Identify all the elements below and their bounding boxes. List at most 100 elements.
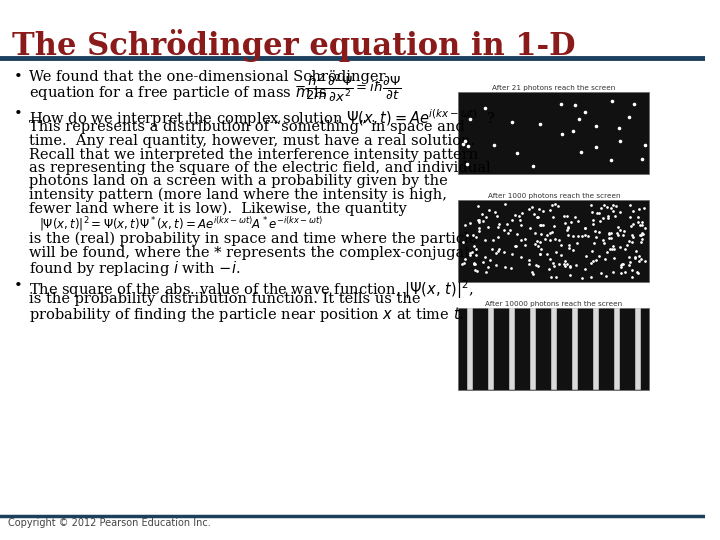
Point — [556, 100, 567, 109]
Point — [548, 222, 559, 231]
Point — [526, 202, 538, 211]
Point — [469, 260, 481, 268]
Point — [529, 229, 541, 238]
Point — [636, 221, 647, 230]
Point — [464, 251, 475, 260]
Point — [636, 154, 648, 163]
Point — [639, 141, 651, 150]
Text: fewer land where it is low).  Likewise, the quantity: fewer land where it is low). Likewise, t… — [30, 201, 407, 216]
Point — [585, 273, 597, 281]
Point — [595, 216, 606, 225]
Point — [459, 255, 471, 264]
Point — [615, 226, 626, 234]
Point — [590, 122, 602, 130]
Point — [489, 207, 500, 216]
Point — [621, 240, 632, 249]
Text: We found that the one-dimensional Schrödinger: We found that the one-dimensional Schröd… — [30, 70, 386, 84]
Point — [546, 201, 557, 210]
Point — [480, 235, 491, 244]
Point — [534, 119, 546, 128]
Point — [467, 230, 479, 239]
Point — [587, 247, 598, 255]
Point — [585, 200, 597, 209]
Point — [572, 232, 583, 240]
Point — [554, 236, 565, 245]
Point — [619, 267, 631, 276]
Point — [469, 242, 480, 251]
Point — [590, 227, 601, 235]
Point — [617, 260, 629, 269]
Point — [627, 207, 639, 215]
Point — [544, 254, 555, 263]
Point — [576, 273, 588, 282]
Point — [626, 266, 638, 274]
Point — [468, 259, 480, 268]
Point — [619, 245, 631, 253]
Point — [605, 245, 616, 254]
Point — [613, 123, 625, 132]
Point — [632, 213, 644, 221]
Text: After 21 photons reach the screen: After 21 photons reach the screen — [492, 85, 616, 91]
Point — [498, 225, 509, 234]
Point — [533, 242, 544, 251]
Point — [575, 148, 587, 157]
Point — [459, 259, 470, 267]
Point — [580, 264, 591, 273]
Point — [611, 228, 623, 237]
Point — [528, 210, 540, 218]
Point — [635, 231, 647, 240]
Point — [516, 235, 527, 244]
Point — [562, 222, 574, 231]
Point — [624, 258, 636, 266]
Point — [591, 208, 603, 217]
Point — [559, 262, 571, 271]
Point — [548, 259, 559, 268]
Point — [587, 215, 598, 224]
Point — [551, 272, 562, 281]
Point — [480, 268, 491, 277]
Point — [482, 222, 494, 231]
Text: photons land on a screen with a probability given by the: photons land on a screen with a probabil… — [30, 174, 448, 188]
Point — [470, 233, 482, 241]
Point — [626, 238, 638, 246]
Point — [567, 245, 578, 254]
Point — [469, 260, 480, 268]
Point — [570, 261, 582, 269]
Point — [505, 264, 517, 272]
Point — [484, 255, 495, 264]
Point — [510, 242, 522, 251]
Point — [553, 259, 564, 268]
Point — [559, 256, 571, 265]
Point — [541, 231, 552, 240]
Point — [535, 230, 546, 238]
Point — [567, 127, 579, 136]
Point — [612, 222, 624, 231]
Point — [538, 221, 549, 230]
Point — [477, 217, 489, 225]
Point — [464, 218, 476, 227]
Point — [511, 149, 523, 158]
Point — [534, 249, 546, 258]
Text: After 1000 photons reach the screen: After 1000 photons reach the screen — [487, 193, 620, 199]
Point — [479, 253, 490, 261]
Text: time.  Any real quantity, however, must have a real solution.: time. Any real quantity, however, must h… — [30, 134, 476, 148]
Point — [523, 255, 534, 264]
Point — [606, 234, 617, 242]
Point — [499, 262, 510, 271]
FancyBboxPatch shape — [459, 92, 649, 174]
Point — [547, 213, 559, 221]
Point — [506, 118, 518, 126]
Point — [629, 254, 641, 263]
Point — [543, 265, 554, 274]
Point — [585, 259, 597, 268]
Point — [487, 244, 498, 253]
Point — [558, 212, 570, 220]
Point — [563, 241, 575, 250]
Point — [636, 234, 648, 243]
Point — [523, 204, 535, 213]
Text: probability of finding the particle near position $x$ at time $t$.: probability of finding the particle near… — [30, 306, 464, 325]
Point — [563, 244, 575, 252]
Point — [476, 210, 487, 219]
Point — [632, 268, 644, 277]
Text: The square of the abs. value of the wave function, $|\Psi(x,\, t)|^2$,: The square of the abs. value of the wave… — [30, 279, 474, 301]
